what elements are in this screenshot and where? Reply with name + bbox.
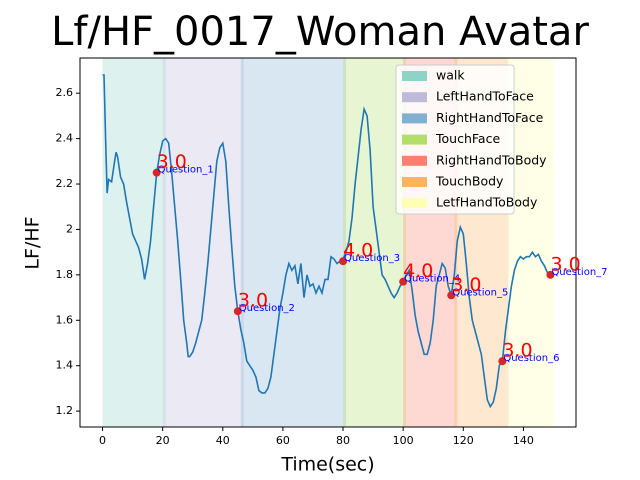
question-rating: 3.0	[550, 253, 580, 275]
span	[162, 58, 244, 427]
question-rating: 3.0	[157, 151, 187, 173]
x-tick-label: 20	[156, 434, 170, 447]
x-tick-label: 140	[513, 434, 534, 447]
legend-label: LetfHandToBody	[436, 195, 538, 210]
x-tick-label: 120	[453, 434, 474, 447]
y-tick-label: 2.6	[56, 86, 74, 99]
legend-label: RightHandToFace	[436, 110, 544, 125]
span	[240, 58, 347, 427]
legend-label: RightHandToBody	[436, 152, 547, 167]
question-label: Question_3	[344, 253, 400, 264]
chart-title: Lf/HF_0017_Woman Avatar	[51, 9, 589, 55]
legend-swatch	[402, 134, 427, 145]
x-tick-label: 100	[393, 434, 414, 447]
question-point	[233, 307, 242, 316]
question-rating: 4.0	[343, 240, 373, 262]
x-tick-label: 60	[276, 434, 290, 447]
span	[102, 58, 166, 427]
legend-label: LeftHandToFace	[436, 89, 534, 104]
question-label: Question_5	[452, 287, 508, 298]
legend-swatch	[402, 198, 427, 209]
x-tick-label: 40	[216, 434, 230, 447]
y-tick-label: 1.2	[56, 404, 74, 417]
series-line	[102, 74, 551, 409]
question-point	[546, 270, 555, 279]
legend-swatch	[402, 92, 427, 103]
question-label: Question_1	[158, 165, 214, 176]
y-tick-label: 2.4	[56, 132, 74, 145]
question-label: Question_4	[404, 274, 460, 285]
legend-swatch	[402, 113, 427, 124]
y-tick-label: 1.6	[56, 313, 74, 326]
y-tick-label: 2.2	[56, 177, 74, 190]
legend-swatch	[402, 177, 427, 187]
question-point	[498, 357, 507, 366]
question-rating: 3.0	[502, 340, 532, 362]
y-tick-label: 1.8	[56, 268, 74, 281]
legend-label: walk	[436, 68, 465, 83]
x-tick-label: 0	[99, 434, 106, 447]
question-label: Question_2	[239, 303, 295, 314]
question-rating: 3.0	[238, 290, 268, 312]
question-rating: 4.0	[403, 260, 433, 282]
legend-swatch	[402, 155, 427, 166]
question-rating: 3.0	[451, 274, 481, 296]
legend-label: TouchBody	[435, 174, 504, 189]
y-tick-label: 2	[66, 222, 73, 235]
question-point	[339, 257, 348, 266]
x-axis-label: Time(sec)	[280, 454, 374, 476]
legend-label: TouchFace	[435, 131, 500, 146]
question-label: Question_7	[551, 267, 607, 278]
y-axis-label: LF/HF	[22, 216, 44, 269]
span	[508, 58, 554, 427]
x-tick-label: 80	[336, 434, 350, 447]
question-point	[152, 168, 161, 177]
legend-swatch	[402, 71, 427, 81]
question-point	[399, 277, 408, 286]
legend-box	[395, 64, 515, 215]
plot-frame	[79, 57, 577, 428]
y-tick-label: 1.4	[56, 359, 74, 372]
question-label: Question_6	[503, 353, 559, 364]
question-point	[447, 291, 456, 300]
